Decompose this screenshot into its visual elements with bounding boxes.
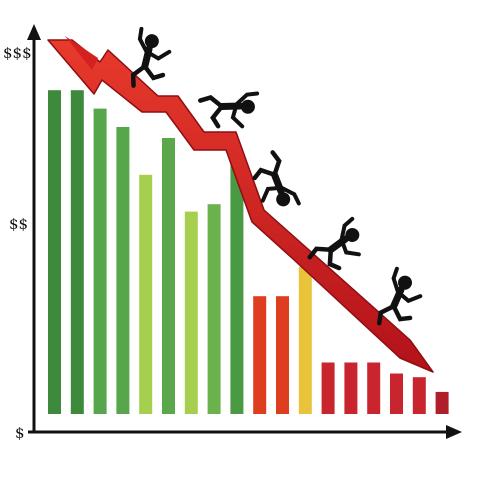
bar-series xyxy=(48,90,449,414)
bar-14 xyxy=(344,362,358,414)
bar-8 xyxy=(207,204,221,414)
bar-7 xyxy=(184,211,198,414)
bar-17 xyxy=(412,377,426,414)
bar-12 xyxy=(298,266,312,414)
y-tick-label-mid: $$ xyxy=(9,215,28,233)
bar-4 xyxy=(116,127,130,414)
y-axis xyxy=(27,24,41,432)
bar-10 xyxy=(253,296,267,414)
bar-6 xyxy=(162,138,175,414)
y-tick-label-high: $$$ xyxy=(3,44,32,62)
bar-13 xyxy=(321,362,335,414)
bar-2 xyxy=(70,90,84,414)
bar-15 xyxy=(367,362,381,414)
y-tick-label-low: $ xyxy=(15,424,25,442)
y-tick-labels: $$$ $$ $ xyxy=(3,44,32,442)
bar-9 xyxy=(230,156,244,414)
bar-3 xyxy=(93,108,107,414)
bar-18 xyxy=(435,391,449,414)
bar-16 xyxy=(390,373,403,414)
falling-person-icon xyxy=(198,89,257,130)
x-axis xyxy=(28,425,462,439)
bar-5 xyxy=(139,174,153,414)
bar-1 xyxy=(48,90,61,414)
bar-11 xyxy=(276,296,289,414)
